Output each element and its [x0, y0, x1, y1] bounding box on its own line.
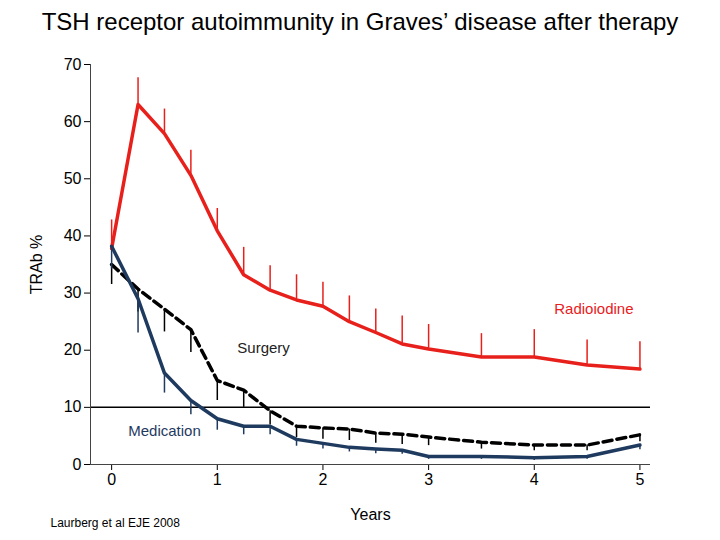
svg-text:50: 50 — [64, 170, 82, 187]
svg-text:1: 1 — [213, 471, 222, 488]
svg-text:2: 2 — [318, 471, 327, 488]
svg-text:60: 60 — [64, 113, 82, 130]
svg-text:0: 0 — [107, 471, 116, 488]
svg-text:Years: Years — [350, 506, 390, 523]
html-text:TSH receptor autoimmunity in G: TSH receptor autoimmunity in Graves’ dis… — [41, 8, 679, 35]
svg-text:30: 30 — [64, 284, 82, 301]
svg-text:40: 40 — [64, 227, 82, 244]
svg-text:Surgery: Surgery — [237, 339, 290, 356]
svg-text:70: 70 — [64, 56, 82, 73]
svg-text:0: 0 — [73, 456, 82, 473]
svg-text:3: 3 — [424, 471, 433, 488]
svg-text:TRAb %: TRAb % — [28, 235, 45, 295]
svg-text:Radioiodine: Radioiodine — [554, 300, 633, 317]
svg-text:10: 10 — [64, 398, 82, 415]
svg-text:Medication: Medication — [128, 422, 201, 439]
svg-text:Laurberg et al EJE 2008: Laurberg et al EJE 2008 — [51, 516, 181, 530]
svg-text:4: 4 — [530, 471, 539, 488]
svg-text:20: 20 — [64, 341, 82, 358]
svg-text:5: 5 — [635, 471, 644, 488]
